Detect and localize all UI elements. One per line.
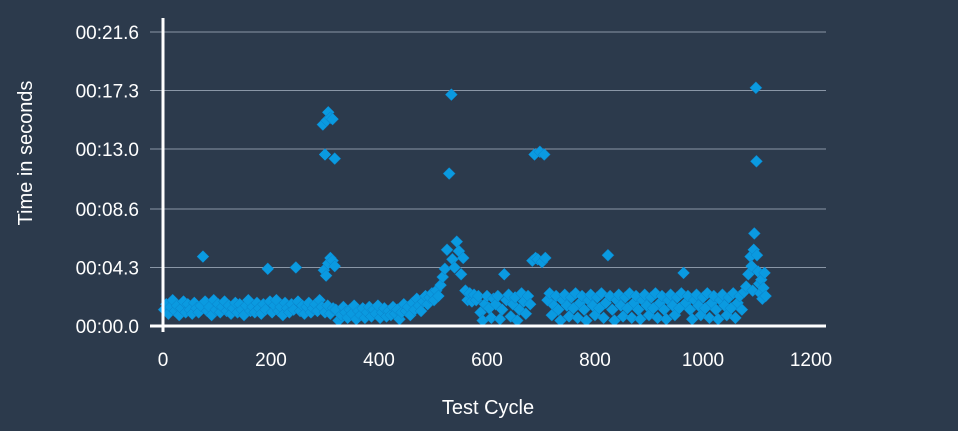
data-point: [703, 311, 716, 325]
axis-layer: [150, 18, 826, 332]
data-point: [454, 267, 468, 281]
data-point: [729, 311, 742, 325]
x-tick-label: 0: [158, 350, 169, 371]
data-point: [750, 154, 763, 168]
data-point: [196, 250, 210, 263]
data-point: [318, 148, 332, 161]
data-point: [625, 311, 639, 325]
data-point: [484, 311, 498, 325]
x-tick-label: 600: [471, 350, 503, 371]
data-point: [758, 266, 771, 280]
data-point: [319, 269, 333, 282]
data-point: [651, 311, 664, 325]
data-point: [445, 88, 458, 101]
data-point: [328, 259, 342, 273]
data-point: [523, 297, 537, 311]
data-point: [328, 152, 342, 165]
marker-layer: [157, 81, 772, 327]
data-point: [538, 251, 552, 265]
data-point: [519, 307, 533, 321]
y-tick-label: 00:17.3: [76, 82, 139, 103]
y-axis-title: Time in seconds: [15, 81, 37, 226]
data-point: [759, 289, 772, 303]
x-tick-label: 200: [255, 350, 287, 371]
data-point: [677, 266, 690, 280]
data-point: [450, 235, 464, 248]
grid-layer: [150, 31, 826, 268]
data-point: [537, 148, 551, 161]
data-point: [491, 289, 505, 303]
data-point: [472, 289, 485, 303]
data-point: [497, 267, 511, 281]
x-tick-label: 800: [579, 350, 611, 371]
x-tick-label: 400: [363, 350, 395, 371]
x-axis-title: Test Cycle: [442, 397, 534, 419]
data-point: [735, 303, 749, 317]
data-point: [495, 303, 509, 317]
y-tick-label: 00:00.0: [76, 317, 139, 338]
data-point: [289, 261, 303, 274]
data-point: [616, 310, 630, 323]
data-point: [442, 167, 456, 180]
data-point: [448, 261, 461, 274]
data-point: [414, 304, 428, 318]
x-tick-label: 1200: [790, 350, 832, 371]
y-tick-label: 00:13.0: [76, 140, 139, 161]
data-point: [577, 303, 591, 317]
data-point: [749, 81, 763, 95]
data-point: [326, 112, 339, 126]
data-point: [432, 289, 445, 303]
data-point: [597, 311, 610, 325]
data-point: [551, 303, 565, 317]
data-point: [750, 248, 764, 262]
data-point: [438, 262, 452, 276]
tick-label-layer: 00:00.0 00:04.3 00:08.6 00:13.0 00:17.3 00:21…: [76, 23, 833, 371]
data-point: [261, 262, 275, 276]
y-tick-label: 00:21.6: [76, 23, 139, 44]
data-point: [601, 248, 615, 262]
data-point: [562, 310, 576, 323]
data-point: [440, 243, 454, 257]
y-tick-label: 00:04.3: [76, 258, 139, 279]
data-point: [605, 303, 619, 317]
data-point: [493, 312, 507, 326]
y-tick-label: 00:08.6: [76, 200, 139, 221]
data-point: [456, 251, 470, 265]
x-tick-label: 1000: [682, 350, 724, 371]
data-point: [747, 227, 761, 240]
